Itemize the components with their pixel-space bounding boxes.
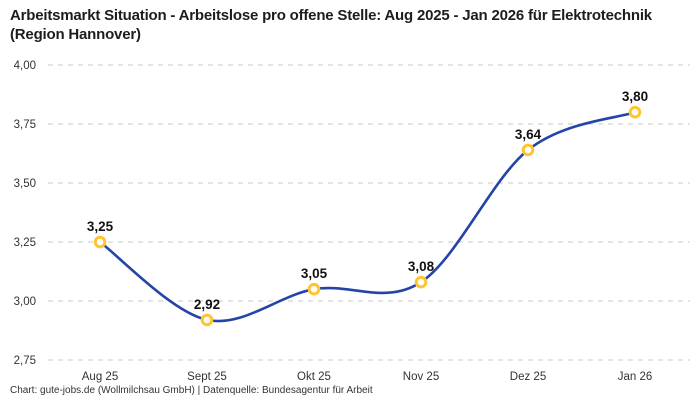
x-axis-tick-label: Jan 26 (618, 371, 653, 383)
data-point-label: 3,08 (408, 259, 435, 274)
chart-footer: Chart: gute-jobs.de (Wollmilchsau GmbH) … (10, 385, 373, 396)
data-point-marker (93, 235, 107, 249)
data-point-label: 2,92 (194, 297, 220, 312)
y-axis-tick-label: 3,25 (14, 237, 36, 249)
x-axis-tick-label: Aug 25 (82, 371, 118, 383)
y-axis-tick-label: 4,00 (14, 60, 36, 72)
y-axis-tick-label: 3,75 (14, 119, 36, 131)
x-axis-tick-label: Dez 25 (510, 371, 546, 383)
data-point-marker (307, 282, 321, 296)
data-point-label: 3,64 (515, 127, 542, 142)
data-point-marker (414, 275, 428, 289)
data-line (98, 110, 637, 323)
x-axis-tick-label: Sept 25 (187, 371, 227, 383)
data-point-marker (521, 143, 535, 157)
data-point-label: 3,80 (622, 89, 648, 104)
data-point-label: 3,25 (87, 219, 114, 234)
y-axis-tick-label: 3,50 (14, 178, 36, 190)
data-point-marker (628, 105, 642, 119)
y-axis-tick-label: 2,75 (14, 355, 36, 367)
data-point-label: 3,05 (301, 266, 328, 281)
data-point-marker (200, 313, 214, 327)
x-axis-tick-label: Nov 25 (403, 371, 439, 383)
chart-title: Arbeitsmarkt Situation - Arbeitslose pro… (10, 7, 652, 44)
y-axis-tick-label: 3,00 (14, 296, 36, 308)
x-axis-tick-label: Okt 25 (297, 371, 331, 383)
